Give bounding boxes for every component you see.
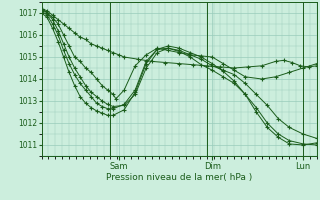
X-axis label: Pression niveau de la mer( hPa ): Pression niveau de la mer( hPa ) [106,173,252,182]
